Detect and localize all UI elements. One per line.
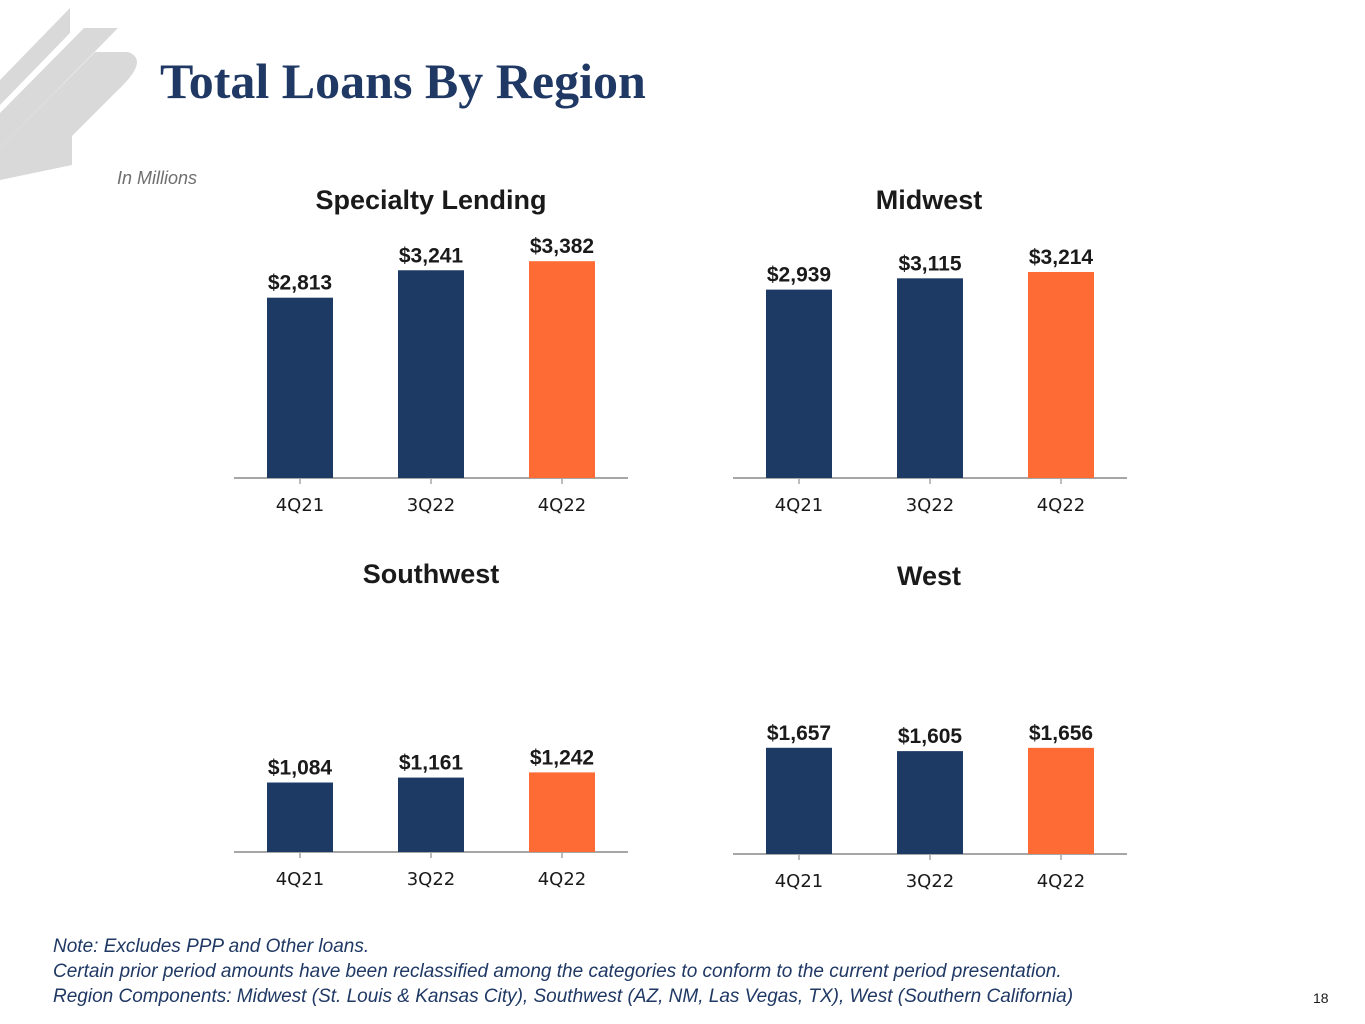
page-title: Total Loans By Region — [160, 53, 646, 109]
southwest-bar-4q21 — [267, 782, 333, 852]
west-tick-label: 4Q22 — [1037, 871, 1086, 892]
specialty-lending-data-label: $3,241 — [399, 244, 464, 267]
west-bar-4q22 — [1028, 747, 1094, 854]
southwest-data-label: $1,242 — [530, 746, 594, 769]
midwest-data-label: $3,214 — [1029, 246, 1094, 269]
footnotes: Note: Excludes PPP and Other loans. Cert… — [53, 934, 1073, 1009]
footnote-line: Note: Excludes PPP and Other loans. — [53, 936, 370, 957]
specialty-lending-data-label: $3,382 — [530, 235, 594, 258]
chart-title-west: West — [896, 561, 962, 591]
specialty-lending-bar-4q22 — [529, 261, 595, 478]
midwest-tick-label: 4Q21 — [775, 495, 824, 516]
west-bar-4q21 — [766, 747, 832, 854]
southwest-tick-label: 3Q22 — [407, 869, 456, 890]
midwest-data-label: $2,939 — [767, 264, 831, 287]
west-tick-label: 4Q21 — [775, 871, 824, 892]
logo-stripe — [0, 8, 70, 105]
chart-title-southwest: Southwest — [362, 559, 500, 589]
specialty-lending-tick-label: 4Q21 — [276, 495, 325, 516]
specialty-lending-tick-label: 3Q22 — [407, 495, 456, 516]
west-tick-label: 3Q22 — [906, 871, 955, 892]
west-bar-3q22 — [897, 751, 963, 854]
midwest-tick-label: 4Q22 — [1037, 495, 1086, 516]
midwest-bar-3q22 — [897, 278, 963, 478]
units-label: In Millions — [117, 168, 198, 188]
chart-title-midwest: Midwest — [875, 185, 983, 215]
southwest-tick-label: 4Q22 — [538, 869, 587, 890]
logo-stripe — [0, 52, 137, 180]
southwest-tick-label: 4Q21 — [276, 869, 325, 890]
west-data-label: $1,657 — [767, 722, 831, 745]
footnote-line: Certain prior period amounts have been r… — [53, 961, 1062, 982]
specialty-lending-tick-label: 4Q22 — [538, 495, 587, 516]
footnote-line: Region Components: Midwest (St. Louis & … — [53, 986, 1074, 1007]
logo-stripe — [0, 28, 118, 148]
page-number: 18 — [1313, 990, 1329, 1006]
west-data-label: $1,605 — [898, 725, 963, 748]
specialty-lending-data-label: $2,813 — [268, 272, 332, 295]
midwest-tick-label: 3Q22 — [906, 495, 955, 516]
west-data-label: $1,656 — [1029, 722, 1093, 745]
southwest-bar-3q22 — [398, 777, 464, 852]
southwest-data-label: $1,161 — [399, 752, 464, 775]
specialty-lending-bar-4q21 — [267, 297, 333, 478]
southwest-data-label: $1,084 — [268, 757, 333, 780]
midwest-data-label: $3,115 — [898, 252, 961, 275]
midwest-bar-4q21 — [766, 289, 832, 478]
midwest-bar-4q22 — [1028, 271, 1094, 478]
specialty-lending-bar-3q22 — [398, 270, 464, 478]
chart-title-specialty-lending: Specialty Lending — [315, 185, 547, 215]
southwest-bar-4q22 — [529, 772, 595, 852]
company-logo — [0, 8, 137, 180]
